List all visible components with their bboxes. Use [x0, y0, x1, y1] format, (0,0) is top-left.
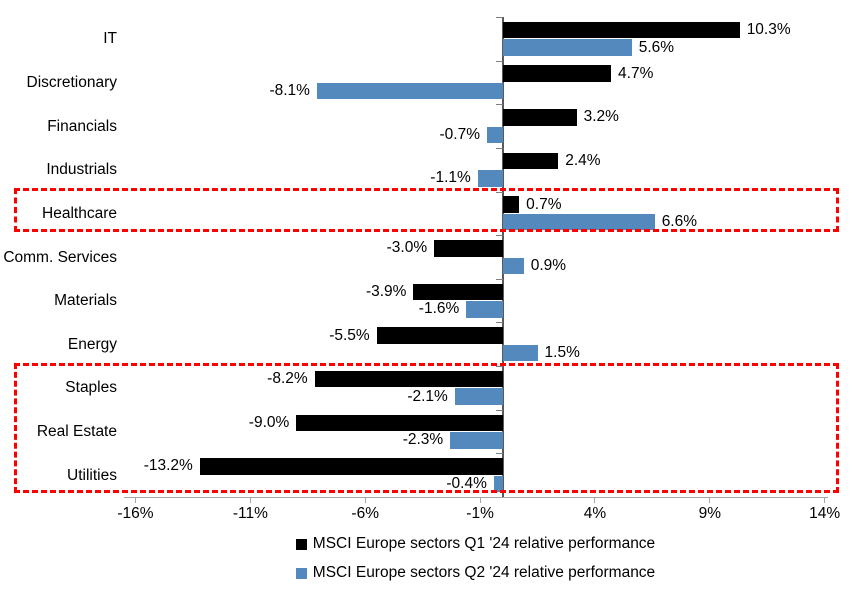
x-axis-tick — [249, 497, 251, 503]
x-axis-line — [124, 497, 828, 499]
bar-s2-healthcare — [503, 213, 655, 231]
category-axis-tick — [495, 366, 504, 368]
category-label-energy: Energy — [67, 335, 117, 353]
value-label-s2-utilities: -0.4% — [446, 474, 487, 492]
bar-s2-real-estate — [450, 432, 504, 449]
category-label-it: IT — [103, 30, 117, 48]
x-tick-label: -1% — [466, 505, 494, 522]
highlight-box-1 — [14, 188, 839, 232]
legend-swatch-q2 — [295, 567, 307, 579]
bar-s1-staples — [314, 370, 504, 388]
value-label-s2-it: 5.6% — [638, 38, 675, 56]
category-label-industrials: Industrials — [46, 161, 117, 179]
bar-s2-energy — [503, 344, 538, 362]
bar-s1-materials — [413, 283, 504, 301]
x-tick-label: -6% — [351, 505, 379, 522]
x-axis-tick — [709, 497, 711, 503]
value-label-s1-comm-services: -3.0% — [386, 239, 428, 257]
value-label-s1-financials: 3.2% — [583, 108, 619, 126]
bar-s2-staples — [454, 388, 504, 405]
bar-s2-discretionary — [316, 82, 504, 100]
category-axis-tick — [495, 409, 504, 411]
category-label-utilities: Utilities — [67, 466, 117, 484]
x-axis-tick — [364, 497, 366, 503]
bar-s2-materials — [466, 301, 504, 318]
category-axis-tick — [495, 278, 504, 280]
bar-s2-utilities — [493, 475, 504, 493]
bar-s1-it — [503, 21, 740, 39]
legend-label-q1: MSCI Europe sectors Q1 '24 relative perf… — [312, 535, 656, 552]
value-label-s1-staples: -8.2% — [267, 370, 308, 388]
x-axis-tick — [594, 497, 596, 503]
category-axis-tick — [495, 147, 504, 149]
value-label-s1-real-estate: -9.0% — [248, 413, 290, 431]
legend-item-q1: MSCI Europe sectors Q1 '24 relative perf… — [295, 534, 656, 554]
category-axis-tick — [495, 17, 504, 18]
x-tick-label: 9% — [698, 505, 722, 522]
value-label-s1-energy: -5.5% — [329, 326, 370, 344]
category-axis-tick — [495, 104, 504, 106]
category-axis-tick — [495, 322, 504, 324]
value-label-s2-healthcare: 6.6% — [661, 213, 698, 231]
category-label-materials: Materials — [54, 292, 117, 310]
category-label-staples: Staples — [65, 379, 117, 397]
value-label-s2-financials: -0.7% — [439, 125, 480, 143]
bar-s2-it — [503, 39, 632, 56]
bar-s2-comm-services — [503, 257, 524, 274]
value-label-s2-materials: -1.6% — [418, 300, 460, 318]
category-label-real-estate: Real Estate — [36, 423, 117, 441]
bar-s1-financials — [503, 109, 577, 126]
legend-item-q2: MSCI Europe sectors Q2 '24 relative perf… — [295, 563, 656, 583]
bar-s1-discretionary — [503, 65, 612, 82]
x-tick-label: -11% — [232, 505, 268, 522]
x-tick-label: 4% — [583, 505, 607, 522]
zero-axis-line — [502, 17, 504, 497]
category-label-comm-services: Comm. Services — [3, 248, 117, 266]
x-axis-tick — [134, 497, 136, 503]
category-axis-tick — [495, 60, 504, 62]
category-axis-tick — [495, 453, 504, 455]
legend-swatch-q1 — [295, 538, 307, 550]
value-label-s2-industrials: -1.1% — [430, 169, 471, 187]
bar-s1-real-estate — [296, 414, 504, 432]
bar-s1-utilities — [199, 458, 504, 475]
legend: MSCI Europe sectors Q1 '24 relative perf… — [124, 534, 827, 583]
value-label-s1-industrials: 2.4% — [565, 151, 601, 169]
value-label-s2-comm-services: 0.9% — [530, 256, 567, 274]
value-label-s2-energy: 1.5% — [544, 344, 580, 362]
bar-s1-energy — [376, 327, 504, 344]
highlight-box-2 — [14, 362, 839, 494]
value-label-s1-utilities: -13.2% — [143, 457, 193, 475]
value-label-s1-healthcare: 0.7% — [526, 195, 562, 213]
value-label-s1-it: 10.3% — [746, 21, 791, 39]
category-label-financials: Financials — [47, 117, 117, 135]
category-label-discretionary: Discretionary — [26, 73, 117, 91]
x-axis-tick — [479, 497, 481, 503]
category-axis-tick — [495, 191, 504, 193]
bar-s2-financials — [486, 126, 504, 144]
category-axis-tick — [495, 235, 504, 237]
x-tick-label: -16% — [117, 505, 154, 522]
bar-s1-comm-services — [434, 240, 504, 257]
value-label-s1-discretionary: 4.7% — [618, 64, 654, 82]
value-label-s1-materials: -3.9% — [365, 282, 407, 300]
value-label-s2-staples: -2.1% — [407, 387, 448, 405]
category-label-healthcare: Healthcare — [42, 204, 117, 222]
value-label-s2-discretionary: -8.1% — [269, 82, 310, 100]
bar-s1-industrials — [503, 152, 559, 170]
value-label-s2-real-estate: -2.3% — [402, 431, 444, 449]
bar-s1-healthcare — [503, 196, 520, 213]
legend-label-q2: MSCI Europe sectors Q2 '24 relative perf… — [312, 564, 656, 581]
x-tick-label: 14% — [809, 505, 841, 522]
bar-s2-industrials — [477, 170, 504, 187]
x-axis-tick — [824, 497, 826, 503]
